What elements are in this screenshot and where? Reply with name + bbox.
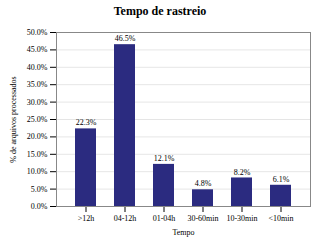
svg-text:5.0%: 5.0% bbox=[31, 185, 48, 194]
svg-text:40.0%: 40.0% bbox=[27, 63, 48, 72]
svg-text:04-12h: 04-12h bbox=[114, 214, 137, 223]
svg-text:30-60min: 30-60min bbox=[187, 214, 218, 223]
html-text:Tempo de rastreio: Tempo de rastreio bbox=[113, 4, 207, 18]
svg-text:0.0%: 0.0% bbox=[31, 202, 48, 211]
svg-text:22.3%: 22.3% bbox=[76, 118, 97, 127]
svg-text:25.0%: 25.0% bbox=[27, 115, 48, 124]
svg-text:15.0%: 15.0% bbox=[27, 150, 48, 159]
svg-text:10.0%: 10.0% bbox=[27, 167, 48, 176]
svg-text:<10min: <10min bbox=[269, 214, 294, 223]
svg-text:% de arquivos processados: % de arquivos processados bbox=[9, 76, 18, 162]
svg-text:20.0%: 20.0% bbox=[27, 132, 48, 141]
svg-text:45.0%: 45.0% bbox=[27, 45, 48, 54]
svg-text:30.0%: 30.0% bbox=[27, 98, 48, 107]
svg-text:Tempo: Tempo bbox=[172, 228, 194, 237]
svg-text:6.1%: 6.1% bbox=[273, 175, 290, 184]
svg-text:12.1%: 12.1% bbox=[154, 154, 175, 163]
svg-text:35.0%: 35.0% bbox=[27, 80, 48, 89]
svg-text:46.5%: 46.5% bbox=[115, 34, 136, 43]
svg-text:4.8%: 4.8% bbox=[195, 179, 212, 188]
svg-text:50.0%: 50.0% bbox=[27, 28, 48, 37]
svg-text:8.2%: 8.2% bbox=[234, 168, 251, 177]
svg-text:>12h: >12h bbox=[78, 214, 95, 223]
svg-text:01-04h: 01-04h bbox=[153, 214, 176, 223]
svg-text:10-30min: 10-30min bbox=[226, 214, 257, 223]
